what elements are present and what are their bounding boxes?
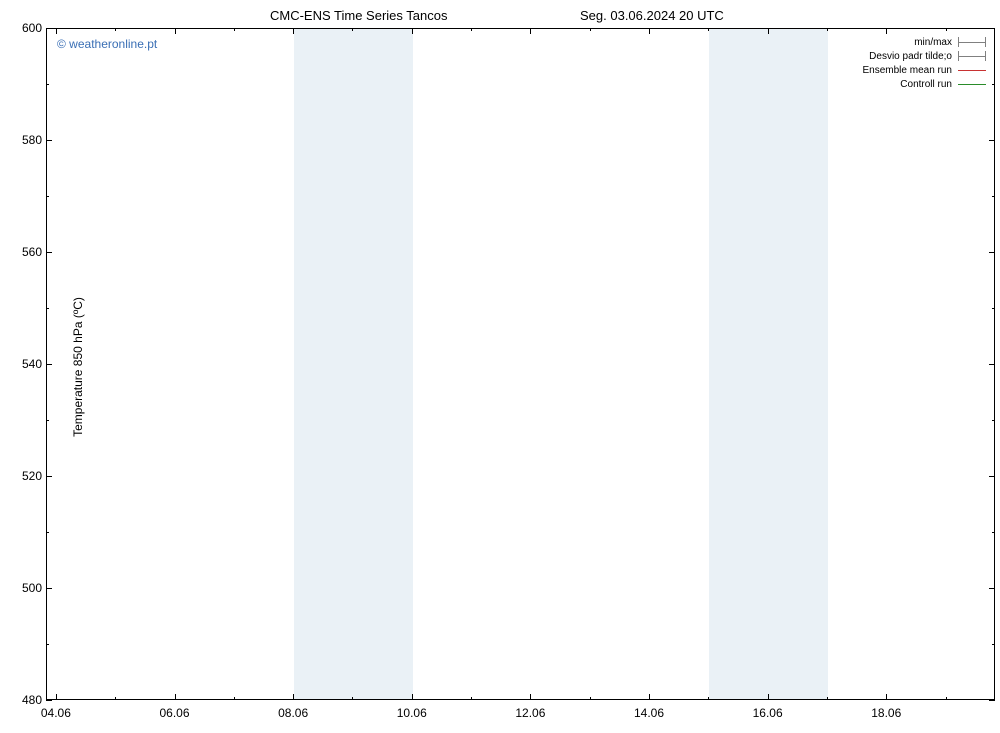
x-tick-label: 04.06 [41, 706, 71, 720]
x-tick-mark [530, 694, 531, 700]
x-tick-mark [56, 28, 57, 34]
x-tick-label: 06.06 [160, 706, 190, 720]
y-tick-label: 560 [14, 245, 42, 259]
y-tick-label: 500 [14, 581, 42, 595]
x-tick-mark [886, 694, 887, 700]
x-tick-mark [649, 694, 650, 700]
x-tick-label: 18.06 [871, 706, 901, 720]
y-tick-mark [46, 252, 52, 253]
x-tick-label: 14.06 [634, 706, 664, 720]
x-minor-tick [471, 697, 472, 700]
y-tick-mark [46, 700, 52, 701]
x-tick-mark [530, 28, 531, 34]
legend-label: Ensemble mean run [863, 65, 953, 76]
chart-title-right: Seg. 03.06.2024 20 UTC [580, 8, 724, 23]
legend-item: min/max [863, 35, 987, 49]
x-tick-mark [175, 694, 176, 700]
x-tick-mark [293, 694, 294, 700]
x-tick-mark [412, 694, 413, 700]
weekend-band [769, 29, 828, 699]
x-minor-tick [946, 697, 947, 700]
x-tick-mark [768, 694, 769, 700]
y-minor-tick [46, 196, 49, 197]
x-minor-tick [590, 28, 591, 31]
x-minor-tick [115, 697, 116, 700]
chart-title-left: CMC-ENS Time Series Tancos [270, 8, 447, 23]
y-minor-tick [992, 644, 995, 645]
x-minor-tick [946, 28, 947, 31]
y-tick-label: 580 [14, 133, 42, 147]
x-tick-label: 16.06 [753, 706, 783, 720]
x-minor-tick [471, 28, 472, 31]
y-tick-mark [989, 28, 995, 29]
x-minor-tick [115, 28, 116, 31]
y-tick-mark [46, 364, 52, 365]
x-minor-tick [590, 697, 591, 700]
y-minor-tick [992, 420, 995, 421]
legend-sample [958, 51, 986, 61]
x-minor-tick [708, 697, 709, 700]
y-tick-mark [46, 476, 52, 477]
x-minor-tick [827, 28, 828, 31]
x-tick-mark [175, 28, 176, 34]
x-tick-mark [886, 28, 887, 34]
weekend-band [353, 29, 412, 699]
x-minor-tick [827, 697, 828, 700]
y-minor-tick [46, 644, 49, 645]
x-minor-tick [234, 697, 235, 700]
legend-sample [958, 84, 986, 85]
x-tick-mark [768, 28, 769, 34]
y-minor-tick [992, 84, 995, 85]
y-tick-mark [989, 588, 995, 589]
legend-sample [958, 37, 986, 47]
y-tick-label: 520 [14, 469, 42, 483]
y-minor-tick [46, 420, 49, 421]
x-tick-mark [412, 28, 413, 34]
legend-item: Ensemble mean run [863, 63, 987, 77]
x-tick-label: 08.06 [278, 706, 308, 720]
x-tick-label: 12.06 [515, 706, 545, 720]
legend-sample [958, 70, 986, 71]
y-tick-mark [989, 252, 995, 253]
x-tick-mark [56, 694, 57, 700]
x-tick-mark [293, 28, 294, 34]
legend-label: Controll run [900, 79, 952, 90]
y-tick-mark [46, 140, 52, 141]
y-tick-mark [989, 476, 995, 477]
y-tick-label: 540 [14, 357, 42, 371]
legend: min/max Desvio padr tilde;o Ensemble mean … [863, 35, 987, 91]
weekend-band [709, 29, 768, 699]
x-minor-tick [352, 28, 353, 31]
y-tick-mark [46, 28, 52, 29]
legend-label: Desvio padr tilde;o [869, 51, 952, 62]
plot-area: © weatheronline.pt min/max Desvio padr ti… [46, 28, 995, 700]
y-minor-tick [46, 308, 49, 309]
y-tick-mark [989, 700, 995, 701]
chart-container: CMC-ENS Time Series Tancos Seg. 03.06.20… [0, 0, 1000, 733]
y-minor-tick [46, 84, 49, 85]
y-minor-tick [992, 532, 995, 533]
x-minor-tick [352, 697, 353, 700]
y-minor-tick [46, 532, 49, 533]
y-tick-mark [989, 364, 995, 365]
y-tick-mark [989, 140, 995, 141]
x-tick-label: 10.06 [397, 706, 427, 720]
y-tick-label: 600 [14, 21, 42, 35]
x-minor-tick [708, 28, 709, 31]
y-minor-tick [992, 308, 995, 309]
x-minor-tick [234, 28, 235, 31]
legend-item: Controll run [863, 77, 987, 91]
weekend-band [294, 29, 353, 699]
x-tick-mark [649, 28, 650, 34]
y-tick-label: 480 [14, 693, 42, 707]
watermark: © weatheronline.pt [57, 37, 157, 51]
legend-label: min/max [914, 37, 952, 48]
y-tick-mark [46, 588, 52, 589]
y-minor-tick [992, 196, 995, 197]
legend-item: Desvio padr tilde;o [863, 49, 987, 63]
